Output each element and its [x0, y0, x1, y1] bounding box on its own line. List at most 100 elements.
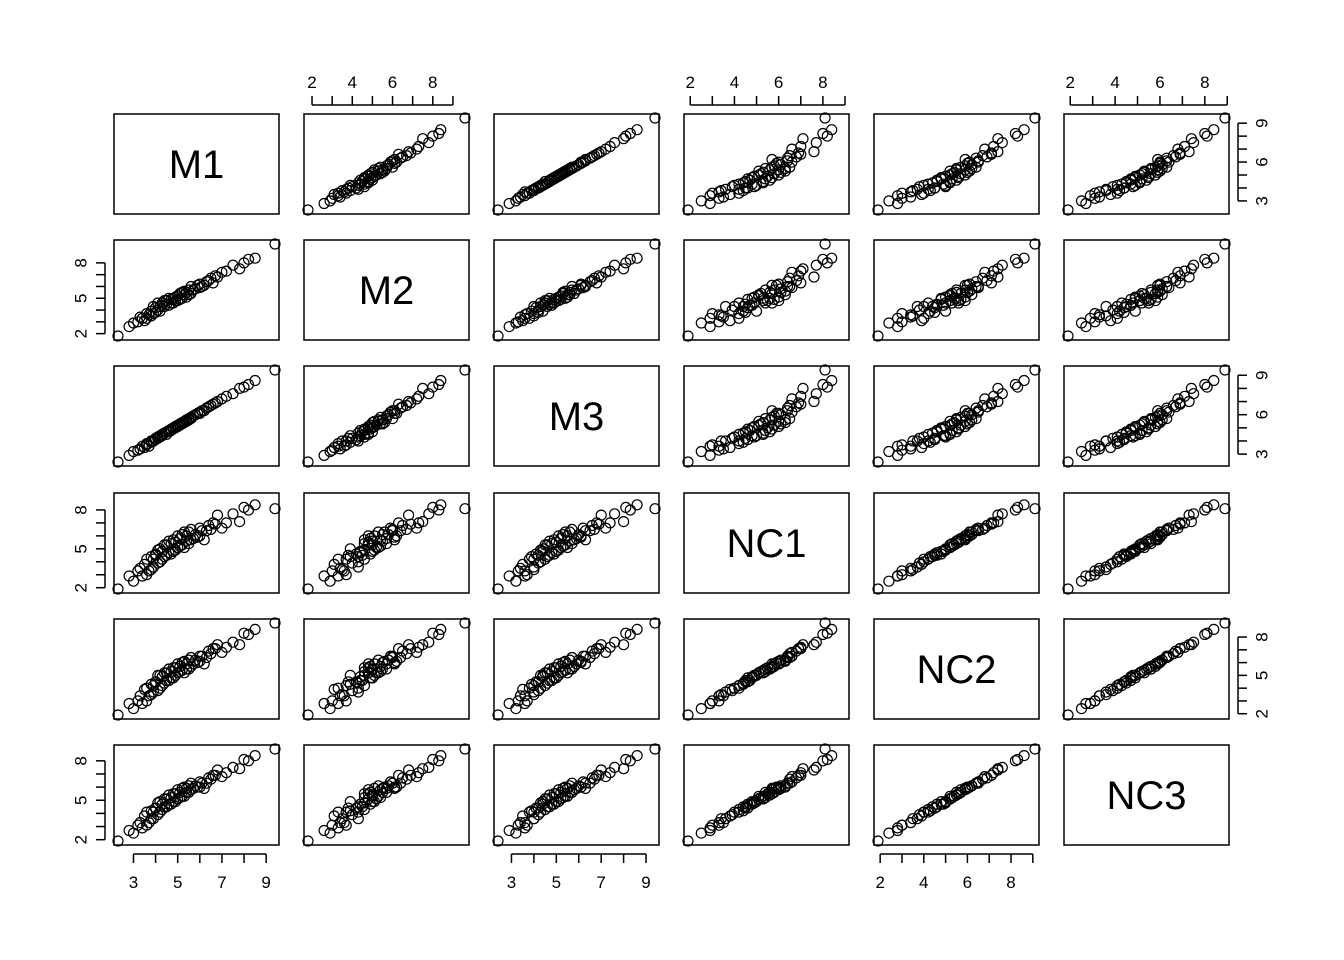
- data-point: [318, 197, 330, 210]
- data-point: [992, 133, 1004, 145]
- data-point: [742, 293, 754, 305]
- data-point: [403, 764, 415, 776]
- data-point: [907, 185, 919, 197]
- data-point: [1100, 686, 1112, 698]
- data-point: [1136, 418, 1148, 430]
- data-point: [1199, 504, 1211, 516]
- left-axis-m2: 2 5 8: [72, 258, 106, 338]
- tick-label: 6: [388, 73, 397, 92]
- data-point: [1018, 374, 1030, 387]
- data-point: [577, 776, 589, 788]
- data-point: [795, 277, 807, 289]
- panel-frame: [303, 492, 470, 594]
- data-point: [346, 685, 358, 697]
- data-point: [372, 526, 384, 538]
- data-point: [187, 782, 199, 795]
- data-point: [362, 784, 374, 796]
- data-point: [346, 557, 358, 569]
- data-point: [1201, 381, 1213, 393]
- tick-label: 8: [1006, 873, 1015, 892]
- data-point: [519, 822, 531, 834]
- data-point: [733, 178, 745, 190]
- tick-label: 8: [72, 756, 91, 765]
- data-point: [992, 271, 1004, 283]
- panel-nc2-vs-nc2: NC2: [873, 618, 1040, 720]
- data-point: [1201, 501, 1213, 513]
- data-point: [1075, 702, 1088, 715]
- data-point: [336, 813, 348, 825]
- data-point: [374, 161, 387, 173]
- tick-label: 9: [641, 873, 650, 892]
- data-point: [939, 305, 952, 317]
- data-point: [112, 835, 124, 847]
- data-point: [1199, 628, 1211, 641]
- data-point: [209, 270, 221, 282]
- left-axis-nc1: 2 5 8: [72, 505, 106, 592]
- data-point: [1089, 439, 1101, 451]
- data-point: [302, 456, 314, 468]
- data-point: [1172, 393, 1184, 405]
- data-point: [706, 819, 718, 831]
- data-point: [198, 658, 210, 670]
- data-point: [797, 382, 809, 394]
- data-point: [742, 173, 754, 185]
- data-point: [374, 540, 387, 552]
- data-point: [593, 769, 605, 781]
- panel-nc1-vs-m2: [302, 492, 471, 595]
- top-axis-nc1: 2 4 6 8: [685, 73, 846, 106]
- data-point: [604, 517, 616, 529]
- data-point: [423, 636, 435, 648]
- data-point: [795, 398, 807, 410]
- data-point: [1089, 187, 1101, 199]
- data-point: [1219, 238, 1231, 250]
- data-point: [985, 518, 998, 530]
- data-point: [883, 317, 895, 329]
- tick-label: 9: [1253, 118, 1272, 127]
- tick-label: 4: [1110, 73, 1119, 92]
- data-point: [1018, 749, 1030, 762]
- panel-frame: [1063, 113, 1230, 215]
- tick-label: 5: [173, 873, 182, 892]
- data-point: [726, 432, 738, 444]
- data-point: [380, 663, 393, 675]
- data-point: [1075, 445, 1088, 458]
- data-point: [356, 549, 368, 561]
- bottom-axis-m1: 3 5 7 9: [129, 853, 271, 892]
- right-axis-nc2: 2 5 8: [1237, 632, 1272, 718]
- data-point: [766, 782, 778, 795]
- data-point: [1145, 413, 1157, 425]
- data-point: [1062, 456, 1074, 468]
- panel-nc3-vs-m2: [302, 743, 471, 847]
- data-point: [393, 398, 405, 410]
- data-point: [649, 112, 661, 124]
- panel-frame: [303, 113, 470, 215]
- data-point: [1100, 561, 1112, 573]
- tick-label: 5: [552, 873, 561, 892]
- data-point: [1093, 565, 1106, 577]
- data-point: [742, 423, 754, 435]
- tick-label: 9: [1253, 371, 1272, 380]
- data-point: [797, 263, 809, 275]
- data-point: [1138, 539, 1150, 551]
- data-point: [546, 547, 558, 559]
- data-point: [417, 133, 429, 145]
- data-point: [797, 133, 809, 145]
- data-point: [216, 266, 228, 278]
- data-point: [715, 185, 727, 197]
- data-point: [338, 565, 350, 577]
- data-point: [249, 623, 261, 636]
- data-point: [227, 508, 239, 520]
- data-point: [883, 445, 895, 458]
- data-point: [340, 819, 352, 831]
- data-point: [324, 445, 336, 458]
- data-point: [1018, 252, 1030, 264]
- data-point: [1029, 238, 1041, 250]
- tick-label: 3: [507, 873, 516, 892]
- data-point: [1178, 641, 1191, 653]
- panel-m3-vs-m1: [112, 364, 281, 468]
- data-point: [344, 543, 356, 555]
- data-point: [766, 279, 778, 291]
- data-point: [631, 623, 643, 636]
- data-point: [459, 743, 471, 755]
- data-point: [617, 263, 630, 275]
